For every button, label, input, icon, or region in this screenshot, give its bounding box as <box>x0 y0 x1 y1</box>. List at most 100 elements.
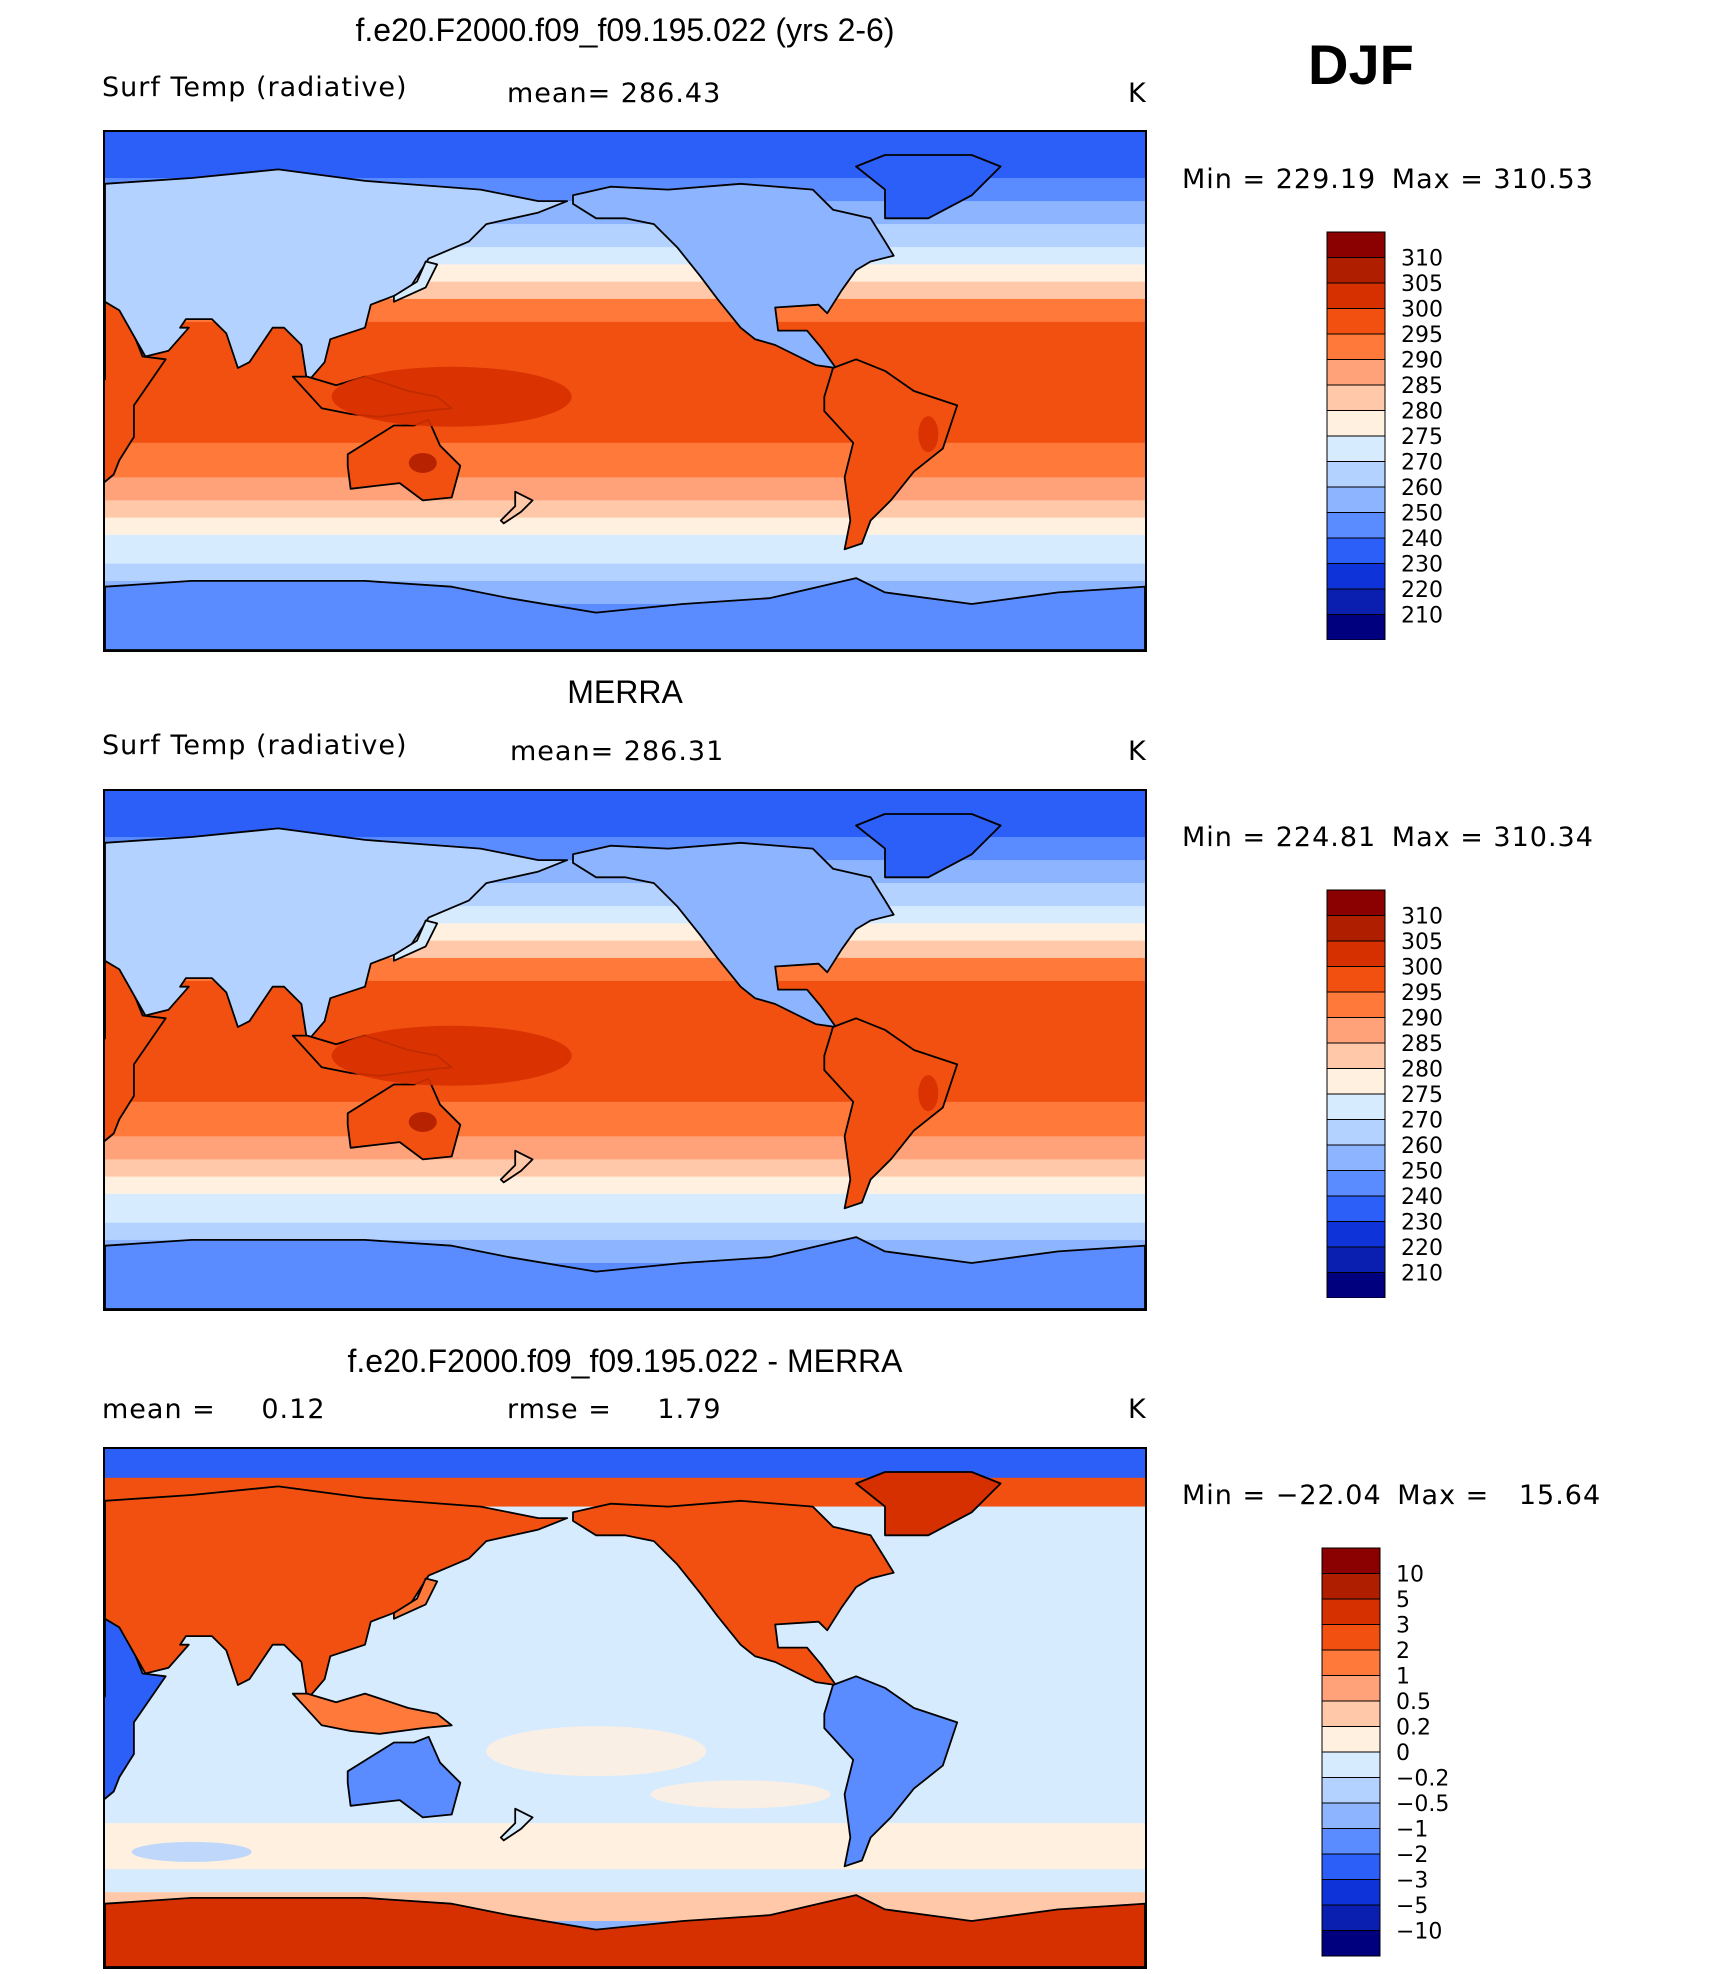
panel3-rmse-value: 1.79 <box>657 1394 722 1425</box>
panel2-min-value: 224.81 <box>1275 822 1377 853</box>
map-field-band <box>105 1159 1145 1178</box>
map-field-band <box>105 563 1145 582</box>
colorbar-swatch <box>1321 1879 1381 1906</box>
map-field-band <box>105 1193 1145 1224</box>
colorbar-tick-label: 290 <box>1401 1007 1443 1032</box>
colorbar-tick-label: 275 <box>1401 425 1443 450</box>
colorbar-tick-label: 305 <box>1401 930 1443 955</box>
field-feature <box>408 452 437 473</box>
continent-outline-africa <box>105 956 167 1142</box>
colorbar-swatch <box>1326 940 1386 967</box>
panel2-colorbar: 3103053002952902852802752702602502402302… <box>1326 889 1443 1298</box>
colorbar-swatch <box>1321 1700 1381 1727</box>
colorbar-swatch <box>1326 359 1386 386</box>
panel2-map <box>103 789 1147 1311</box>
colorbar-tick-label: 220 <box>1401 578 1443 603</box>
colorbar-tick-label: 220 <box>1401 1236 1443 1261</box>
field-feature <box>918 416 939 453</box>
map-field-band <box>105 517 1145 536</box>
colorbar-swatch <box>1321 1751 1381 1778</box>
colorbar-tick-label: −3 <box>1396 1869 1428 1894</box>
colorbar-swatch <box>1326 384 1386 411</box>
panel2-max-label: Max = <box>1391 822 1484 853</box>
continent-outline-japan <box>392 1577 439 1620</box>
colorbar-swatch <box>1326 1017 1386 1044</box>
colorbar-tick-label: 280 <box>1401 1058 1443 1083</box>
colorbar-tick-label: 275 <box>1401 1083 1443 1108</box>
continent-outline-samerica <box>823 1017 959 1210</box>
colorbar-tick-label: 270 <box>1401 451 1443 476</box>
panel3-mean-label: mean = <box>102 1394 216 1425</box>
panel3-min-label: Min = <box>1182 1480 1267 1511</box>
season-label: DJF <box>1308 33 1414 96</box>
continent-outline-antarctica <box>105 1894 1145 1967</box>
colorbar-swatch <box>1326 1042 1386 1069</box>
continent-outline-namerica <box>572 841 895 1028</box>
continent-outline-nz <box>499 1149 534 1184</box>
colorbar-tick-label: 230 <box>1401 1211 1443 1236</box>
map-field-band <box>105 1176 1145 1195</box>
colorbar-swatch <box>1321 1649 1381 1676</box>
colorbar-swatch <box>1321 1598 1381 1625</box>
map-field-band <box>105 1136 1145 1161</box>
map-field-band <box>105 1449 1145 1479</box>
colorbar-tick-label: 285 <box>1401 374 1443 399</box>
panel3-rmse-label: rmse = <box>507 1394 612 1425</box>
colorbar-tick-label: 295 <box>1401 981 1443 1006</box>
panel2-variable-label: Surf Temp (radiative) <box>102 730 408 761</box>
colorbar-tick-label: 300 <box>1401 298 1443 323</box>
colorbar-tick-label: 305 <box>1401 272 1443 297</box>
colorbar-swatch <box>1326 537 1386 564</box>
colorbar-swatch <box>1326 308 1386 335</box>
continent-outline-namerica <box>572 1499 895 1686</box>
panel1-mean: mean= 286.43 <box>507 78 721 109</box>
colorbar-tick-label: 3 <box>1396 1614 1410 1639</box>
colorbar-swatch <box>1321 1930 1381 1957</box>
colorbar-swatch <box>1326 1272 1386 1298</box>
colorbar-tick-label: 310 <box>1401 247 1443 272</box>
colorbar-tick-label: 5 <box>1396 1588 1410 1613</box>
colorbar-swatch <box>1321 1547 1381 1574</box>
colorbar-tick-label: 210 <box>1401 604 1443 629</box>
colorbar-tick-label: −0.5 <box>1396 1792 1449 1817</box>
colorbar-tick-label: 240 <box>1401 527 1443 552</box>
colorbar-tick-label: 10 <box>1396 1563 1424 1588</box>
continent-outline-greenland <box>855 154 1002 220</box>
colorbar-swatch <box>1326 257 1386 284</box>
colorbar-swatch <box>1326 435 1386 462</box>
field-feature <box>331 366 572 427</box>
colorbar-swatch <box>1326 1093 1386 1120</box>
colorbar-tick-label: −1 <box>1396 1818 1428 1843</box>
colorbar-tick-label: −2 <box>1396 1843 1428 1868</box>
colorbar-tick-label: 295 <box>1401 323 1443 348</box>
panel3-min-value: −22.04 <box>1275 1480 1382 1511</box>
continent-outline-greenland <box>855 1471 1002 1537</box>
continent-outline-eurasia <box>105 1485 569 1701</box>
colorbar-tick-label: 0 <box>1396 1741 1410 1766</box>
panel3-minmax: Min = −22.04 Max = 15.64 <box>1182 1480 1601 1511</box>
colorbar-tick-label: −5 <box>1396 1894 1428 1919</box>
colorbar-swatch <box>1321 1573 1381 1600</box>
panel2-unit: K <box>1128 736 1147 767</box>
colorbar-tick-label: 285 <box>1401 1032 1443 1057</box>
colorbar-swatch <box>1326 1119 1386 1146</box>
colorbar-swatch <box>1326 282 1386 309</box>
colorbar-swatch <box>1326 410 1386 437</box>
colorbar-swatch <box>1326 461 1386 488</box>
panel2-mean: mean= 286.31 <box>510 736 724 767</box>
panel3-mean-value: 0.12 <box>261 1394 326 1425</box>
continent-outline-greenland <box>855 813 1002 879</box>
map-field-band <box>105 1869 1145 1894</box>
panel2-minmax: Min = 224.81 Max = 310.34 <box>1182 822 1594 853</box>
panel1-min-value: 229.19 <box>1275 164 1377 195</box>
colorbar-swatch <box>1326 889 1386 916</box>
colorbar-swatch <box>1326 231 1386 258</box>
colorbar-swatch <box>1321 1726 1381 1753</box>
panel3-title: f.e20.F2000.f09_f09.195.022 - MERRA <box>347 1343 903 1379</box>
colorbar-swatch <box>1326 991 1386 1018</box>
colorbar-swatch <box>1321 1777 1381 1804</box>
colorbar-tick-label: 0.5 <box>1396 1690 1431 1715</box>
map-field-band <box>105 980 1145 1103</box>
panel1-mean-value: 286.43 <box>620 78 722 109</box>
panel1-max-label: Max = <box>1391 164 1484 195</box>
